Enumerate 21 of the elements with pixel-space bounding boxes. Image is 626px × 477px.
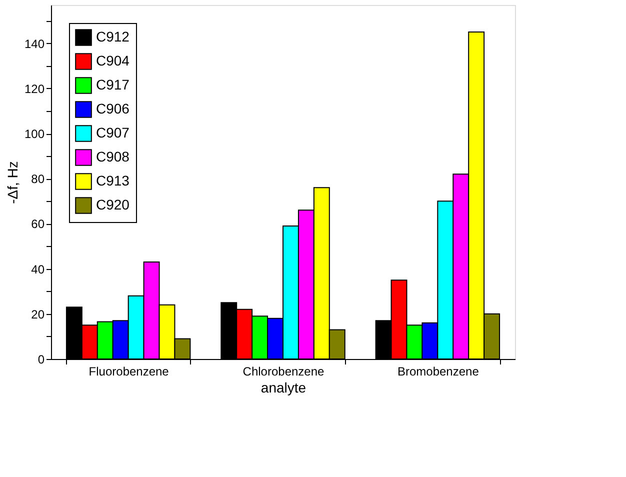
y-tick-label: 80 [31, 172, 45, 186]
legend-label: C906 [96, 100, 130, 116]
x-tick-label: Chlorobenzene [242, 364, 325, 378]
legend-label: C917 [96, 76, 130, 92]
y-tick-label: 100 [24, 127, 45, 142]
y-tick-label: 0 [38, 352, 45, 366]
y-tick-label: 20 [31, 307, 45, 322]
legend-label: C908 [96, 148, 130, 164]
x-tick-label: Fluorobenzene [88, 364, 170, 378]
y-tick-label: 120 [24, 82, 45, 96]
legend-label: C904 [96, 52, 130, 68]
y-tick-label: 60 [31, 217, 45, 232]
y-tick-label: 140 [24, 36, 45, 51]
legend-label: C907 [96, 124, 130, 140]
legend-label: C920 [96, 196, 130, 212]
x-tick-label: Bromobenzene [397, 364, 480, 378]
y-axis-title: -Δf, Hz [4, 161, 20, 204]
y-tick-label: 40 [31, 262, 45, 276]
legend-label: C912 [96, 28, 130, 44]
x-axis-title: analyte [260, 380, 306, 396]
legend-label: C913 [96, 172, 130, 188]
